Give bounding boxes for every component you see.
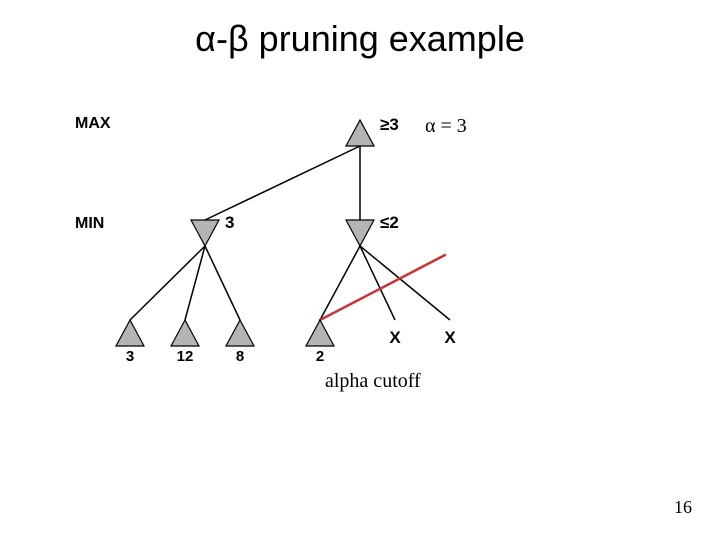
max-label: MAX: [75, 115, 111, 133]
tree-edge: [185, 246, 205, 320]
alpha-equals-annotation: α = 3: [425, 115, 467, 138]
leaf-node: [116, 320, 144, 346]
tree-edge: [130, 246, 205, 320]
leaf-value: 3: [116, 348, 144, 365]
leaf-value: 12: [171, 348, 199, 365]
page-number: 16: [674, 497, 692, 518]
tree-edge: [205, 246, 240, 320]
min-node: [191, 220, 219, 246]
pruned-edge: [360, 246, 450, 320]
leaf-value: 8: [226, 348, 254, 365]
leaf-node: [306, 320, 334, 346]
alpha-cutoff-annotation: alpha cutoff: [325, 370, 421, 393]
leaf-node: [226, 320, 254, 346]
root-value-label: ≥3: [380, 115, 399, 134]
pruned-leaf: X: [436, 328, 464, 348]
min-node: [346, 220, 374, 246]
root-max-node: [346, 120, 374, 146]
min-node-value: ≤2: [380, 213, 399, 232]
min-node-value: 3: [225, 213, 234, 232]
tree-diagram: ≥3 3 ≤2: [0, 0, 720, 540]
min-label: MIN: [75, 215, 104, 233]
leaf-value: 2: [306, 348, 334, 365]
pruned-leaf: X: [381, 328, 409, 348]
leaf-node: [171, 320, 199, 346]
